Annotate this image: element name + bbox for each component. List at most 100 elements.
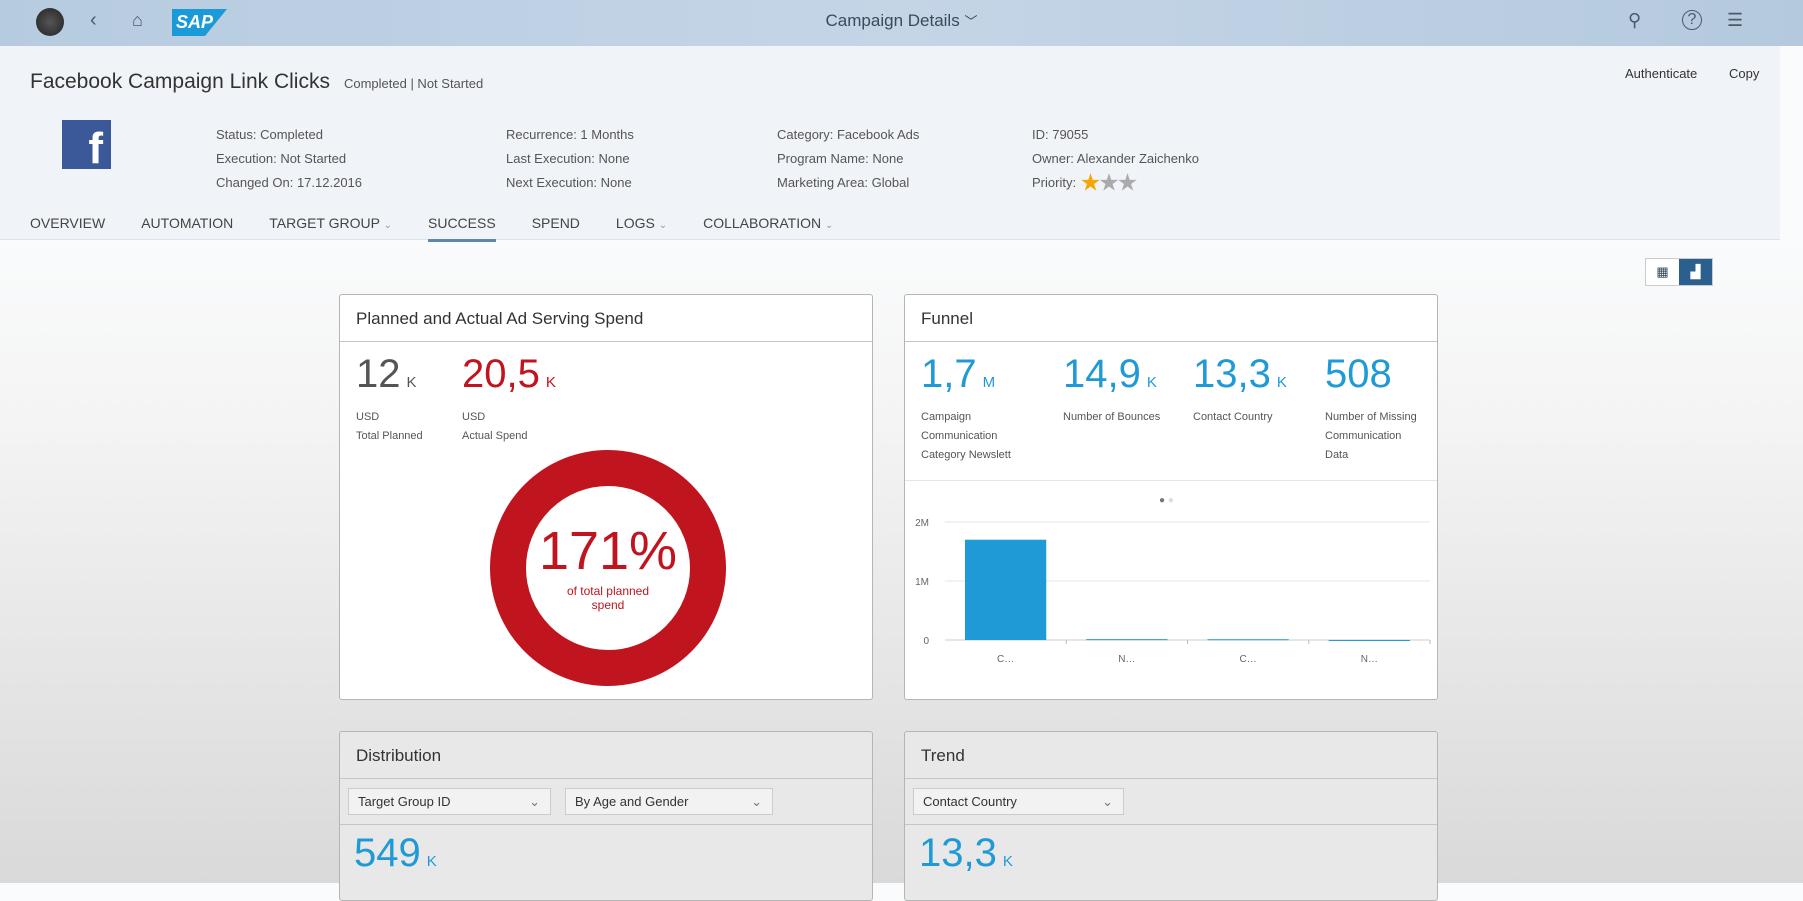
tab-collaboration[interactable]: COLLABORATION ⌄ <box>703 215 833 242</box>
funnel-card[interactable]: Funnel 1,7 M Campaign Communication Catego… <box>904 294 1438 700</box>
chevron-down-icon: ⌄ <box>529 794 540 809</box>
kpi-value: 1,7 <box>921 352 977 396</box>
program-name-field: Program Name: None <box>777 151 904 166</box>
chart-view-icon[interactable]: ▟ <box>1679 259 1712 285</box>
app-title-text: Campaign Details <box>825 11 960 30</box>
tab-spend[interactable]: SPEND <box>532 215 580 242</box>
kpi-trend: 13,3 K <box>919 832 1013 883</box>
bar <box>1207 639 1289 641</box>
select-value: Target Group ID <box>358 794 451 809</box>
kpi-distribution: 549 K <box>354 832 437 883</box>
kpi-actual-spend: 20,5 K USD Actual Spend <box>462 353 556 446</box>
kpi-value: 13,3 <box>919 831 997 875</box>
x-tick-label: C… <box>997 654 1014 665</box>
page-indicator[interactable]: ● ● <box>1159 495 1174 506</box>
status-field: Status: Completed <box>216 127 323 142</box>
select-value: Contact Country <box>923 794 1017 809</box>
kpi-total-planned: 12 K USD Total Planned <box>356 353 423 446</box>
kpi-label: Total Planned <box>356 430 423 442</box>
kpi-value: 508 <box>1325 352 1392 396</box>
tab-label: OVERVIEW <box>30 215 106 231</box>
priority-field: Priority: ★★★ <box>1032 171 1199 196</box>
kpi-value: 14,9 <box>1063 352 1141 396</box>
marketing-area-field: Marketing Area: Global <box>777 175 910 190</box>
funnel-kpi: 13,3 K Contact Country <box>1193 353 1293 427</box>
funnel-kpi: 508 Number of Missing Communication Data <box>1325 353 1425 465</box>
select-value: By Age and Gender <box>575 794 689 809</box>
age-gender-select[interactable]: By Age and Gender ⌄ <box>565 788 773 815</box>
tab-logs[interactable]: LOGS ⌄ <box>616 215 667 242</box>
recurrence-field: Recurrence: 1 Months <box>506 127 634 142</box>
info-column-recurrence: Recurrence: 1 Months Last Execution: Non… <box>506 123 634 195</box>
kpi-label: Actual Spend <box>462 430 528 442</box>
chevron-down-icon: ⌄ <box>1102 794 1113 809</box>
card-title: Trend <box>905 732 1437 779</box>
info-column-id: ID: 79055 Owner: Alexander Zaichenko Pri… <box>1032 123 1199 196</box>
spend-card[interactable]: Planned and Actual Ad Serving Spend 12 K … <box>339 294 873 700</box>
kpi-unit: K <box>1146 374 1157 391</box>
donut-label: of total planned spend <box>566 584 650 612</box>
kpi-unit: K <box>545 374 556 391</box>
kpi-unit: K <box>406 374 417 391</box>
last-execution-field: Last Execution: None <box>506 151 630 166</box>
user-avatar-icon[interactable] <box>36 8 64 36</box>
next-execution-field: Next Execution: None <box>506 175 632 190</box>
chevron-down-icon: ⌄ <box>383 220 392 231</box>
trend-card[interactable]: Trend Contact Country ⌄ 13,3 K <box>904 731 1438 901</box>
y-tick-label: 2M <box>915 518 929 529</box>
tab-automation[interactable]: AUTOMATION <box>141 215 233 242</box>
status-subtitle: Completed | Not Started <box>343 76 484 91</box>
spend-donut: 171% of total planned spend <box>490 450 726 686</box>
y-tick-label: 1M <box>915 577 929 588</box>
target-group-select[interactable]: Target Group ID ⌄ <box>348 788 551 815</box>
funnel-bar-chart: 0 1M 2M C… N… C… N… <box>915 518 1431 665</box>
kpi-value: 13,3 <box>1193 352 1271 396</box>
id-field: ID: 79055 <box>1032 127 1089 142</box>
info-column-status: Status: Completed Execution: Not Started… <box>216 123 362 195</box>
notifications-icon[interactable]: ☰ <box>1727 10 1744 30</box>
tab-success[interactable]: SUCCESS <box>428 215 496 242</box>
copy-button[interactable]: Copy <box>1729 66 1760 81</box>
object-header: Facebook Campaign Link Clicks Completed |… <box>0 46 1780 242</box>
y-tick-label: 0 <box>923 636 929 647</box>
kpi-currency: USD <box>356 411 380 423</box>
help-icon[interactable]: ? <box>1682 10 1702 30</box>
app-title[interactable]: Campaign Details ﹀ <box>0 11 1803 31</box>
info-column-category: Category: Facebook Ads Program Name: Non… <box>777 123 919 195</box>
kpi-value: 20,5 <box>462 352 540 396</box>
changed-on-field: Changed On: 17.12.2016 <box>216 175 363 190</box>
kpi-unit: K <box>1276 374 1287 391</box>
authenticate-button[interactable]: Authenticate <box>1625 66 1698 81</box>
kpi-unit: K <box>1002 853 1013 870</box>
star-icon[interactable]: ★ <box>1098 169 1119 197</box>
distribution-card[interactable]: Distribution Target Group ID ⌄ By Age and… <box>339 731 873 901</box>
kpi-value: 549 <box>354 831 421 875</box>
tab-label: SPEND <box>531 215 580 231</box>
x-tick-label: C… <box>1240 654 1257 665</box>
priority-label: Priority: <box>1032 175 1077 190</box>
view-toggle: ▦ ▟ <box>1645 258 1713 286</box>
star-icon[interactable]: ★ <box>1079 169 1101 197</box>
facebook-logo-icon: f <box>62 120 111 169</box>
home-icon[interactable]: ⌂ <box>132 10 143 30</box>
funnel-kpi: 14,9 K Number of Bounces <box>1063 353 1163 427</box>
star-icon[interactable]: ★ <box>1116 169 1138 197</box>
chevron-down-icon: ⌄ <box>658 220 668 231</box>
x-tick-label: N… <box>1361 654 1378 665</box>
grid-view-icon[interactable]: ▦ <box>1646 259 1679 285</box>
contact-country-select[interactable]: Contact Country ⌄ <box>913 788 1124 815</box>
kpi-label: Number of Bounces <box>1063 411 1161 423</box>
bar <box>1086 639 1168 641</box>
search-icon[interactable]: ⚲ <box>1628 10 1642 30</box>
kpi-currency: USD <box>462 411 486 423</box>
kpi-label: Number of Missing Communication Data <box>1325 411 1417 461</box>
tab-overview[interactable]: OVERVIEW <box>30 215 105 242</box>
chevron-down-icon: ⌄ <box>751 794 762 809</box>
tab-target-group[interactable]: TARGET GROUP ⌄ <box>269 215 392 242</box>
execution-field: Execution: Not Started <box>216 151 347 166</box>
card-title: Planned and Actual Ad Serving Spend <box>340 295 872 342</box>
category-field: Category: Facebook Ads <box>777 127 920 142</box>
title-text: Facebook Campaign Link Clicks <box>30 70 330 93</box>
back-icon[interactable]: ‹ <box>90 9 97 31</box>
shell-bar: ‹ ⌂ SAP Campaign Details ﹀ ⚲ ? ☰ <box>0 0 1803 46</box>
